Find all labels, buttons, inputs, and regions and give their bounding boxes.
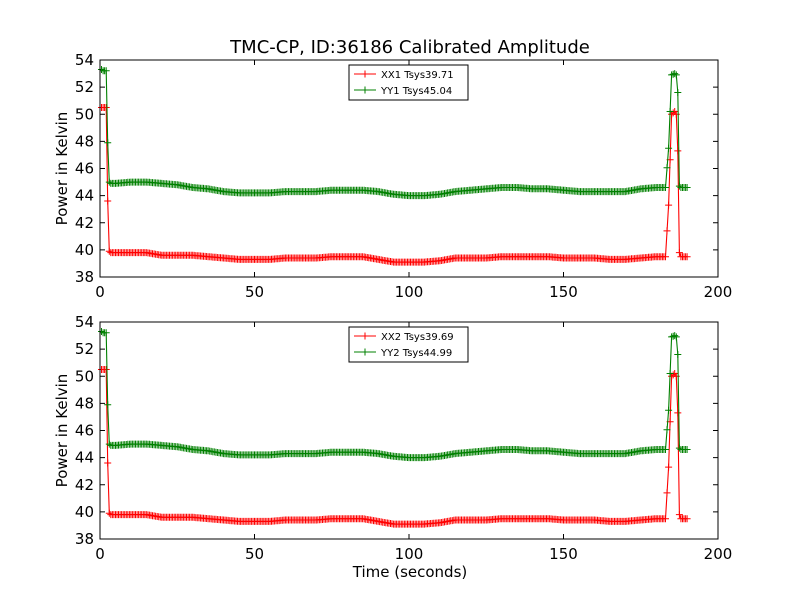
y-tick-label: 42: [75, 214, 94, 232]
x-tick-label: 0: [95, 545, 105, 563]
series-markers: [98, 66, 691, 200]
legend: XX1 Tsys39.71 YY1 Tsys45.04: [348, 64, 469, 101]
series-yy: [98, 66, 691, 200]
series-markers: [98, 366, 691, 528]
legend-label: YY2 Tsys44.99: [380, 348, 452, 359]
legend-marker: [361, 332, 369, 340]
y-tick-label: 54: [75, 51, 94, 69]
legend: XX2 Tsys39.69 YY2 Tsys44.99: [348, 326, 469, 363]
y-tick-label: 48: [75, 394, 94, 412]
y-tick-label: 38: [75, 530, 94, 548]
series-yy: [98, 328, 691, 462]
y-tick-label: 44: [75, 449, 94, 467]
series-markers: [98, 328, 691, 462]
series-markers: [98, 104, 691, 266]
y-tick-label: 46: [75, 160, 94, 178]
legend-label: XX2 Tsys39.69: [381, 332, 454, 343]
y-tick-label: 52: [75, 78, 94, 96]
y-tick-label: 52: [75, 340, 94, 358]
top-panel: 0 50 100 150 200 38 40 42 44 46 48 50 52 54 Power in K…: [53, 51, 732, 301]
legend-marker: [361, 348, 369, 356]
x-tick-label: 50: [245, 283, 264, 301]
series-xx: [98, 104, 691, 266]
y-tick-label: 38: [75, 268, 94, 286]
legend-label: XX1 Tsys39.71: [381, 70, 454, 81]
x-axis-label: Time (seconds): [352, 563, 468, 581]
chart-title: TMC-CP, ID:36186 Calibrated Amplitude: [229, 37, 590, 58]
x-tick-label: 50: [245, 545, 264, 563]
legend-marker: [361, 70, 369, 78]
y-tick-label: 40: [75, 503, 94, 521]
legend-box: [348, 326, 469, 363]
legend-marker: [361, 86, 369, 94]
x-tick-label: 150: [549, 283, 578, 301]
x-tick-label: 200: [704, 545, 733, 563]
x-tick-label: 100: [395, 283, 424, 301]
y-axis-label: Power in Kelvin: [53, 374, 71, 488]
x-tick-label: 0: [95, 283, 105, 301]
y-tick-label: 44: [75, 187, 94, 205]
x-tick-label: 200: [704, 283, 733, 301]
y-tick-label: 46: [75, 422, 94, 440]
x-tick-label: 100: [395, 545, 424, 563]
y-axis-label: Power in Kelvin: [53, 112, 71, 226]
x-tick-label: 150: [549, 545, 578, 563]
bottom-panel: 0 50 100 150 200 38 40 42 44 46 48 50 52 54 Power in K…: [53, 313, 732, 563]
series-xx: [98, 366, 691, 528]
y-tick-label: 50: [75, 105, 94, 123]
y-tick-label: 42: [75, 476, 94, 494]
legend-box: [348, 64, 469, 101]
y-tick-label: 50: [75, 367, 94, 385]
y-tick-label: 48: [75, 132, 94, 150]
y-tick-label: 40: [75, 241, 94, 259]
legend-label: YY1 Tsys45.04: [380, 86, 452, 97]
y-tick-label: 54: [75, 313, 94, 331]
